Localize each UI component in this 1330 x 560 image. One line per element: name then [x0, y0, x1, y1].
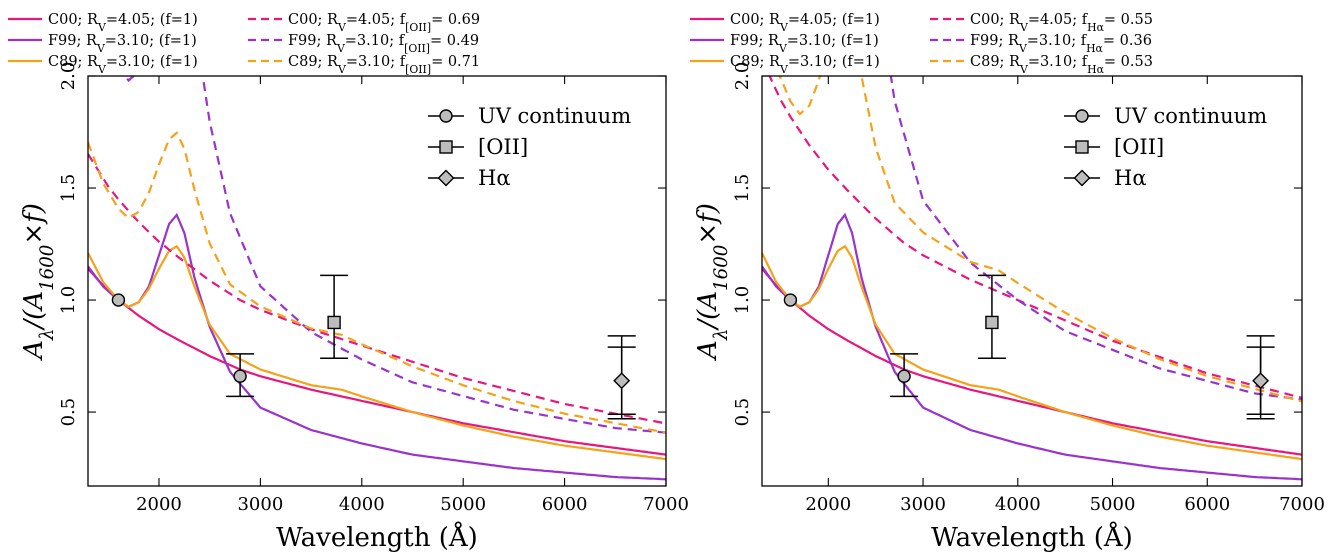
- outer-legend: C00; RV=4.05; (f=1)F99; RV=3.10; (f=1)C8…: [690, 12, 1153, 76]
- x-axis-label: Wavelength (Å): [931, 521, 1133, 553]
- legend-label: [OII]: [1114, 135, 1164, 159]
- marker-circle: [111, 293, 126, 307]
- x-tick-label: 3000: [237, 494, 283, 515]
- plot-frame: [87, 75, 667, 487]
- legend-label: C89; RV=3.10; f[OII]= 0.71: [288, 54, 480, 76]
- x-tick-label: 6000: [542, 494, 588, 515]
- legend-label: [OII]: [478, 135, 528, 159]
- y-axis-label: Aλ/(A1600×f): [693, 203, 732, 361]
- series-line-c00-dashed: [88, 153, 666, 425]
- y-axis-label: Aλ/(A1600×f): [19, 203, 58, 361]
- series-line-f99-dashed: [889, 76, 1302, 401]
- legend-label: C00; RV=4.05; fHα= 0.55: [970, 12, 1153, 34]
- y-tick-label: 1.0: [732, 286, 753, 315]
- data-points: [783, 274, 1275, 420]
- x-tick-label: 6000: [1184, 494, 1230, 515]
- y-tick-label: 2.0: [58, 62, 79, 91]
- marker-circle: [783, 293, 798, 307]
- y-tick-label: 0.5: [732, 398, 753, 427]
- x-tick-label: 2000: [805, 494, 851, 515]
- y-tick-label: 0.5: [58, 398, 79, 427]
- legend-label: C00; RV=4.05; (f=1): [48, 12, 198, 34]
- marker-circle: [439, 109, 453, 123]
- chart-panel-2: 2000 3000 4000 5000 6000 7000 0.5 1.0 1.5 2.0 Wave…: [690, 12, 1325, 553]
- legend-label: UV continuum: [1114, 104, 1267, 128]
- legend-label: Hα: [1114, 166, 1147, 190]
- legend-label: C89; RV=3.10; (f=1): [48, 54, 198, 76]
- y-tick-label: 1.0: [58, 286, 79, 315]
- y-tick-label: 1.5: [58, 174, 79, 203]
- marker-circle: [897, 369, 911, 383]
- series-line-c89-solid: [762, 244, 1302, 461]
- series-line-c00-solid: [88, 267, 666, 456]
- series-group: [762, 76, 1302, 481]
- legend-label: UV continuum: [478, 104, 631, 128]
- legend-label: F99; RV=3.10; (f=1): [730, 33, 879, 55]
- marker-square: [985, 315, 999, 330]
- x-tick-label: 7000: [1279, 494, 1325, 515]
- legend-label: C89; RV=3.10; (f=1): [730, 54, 880, 76]
- inner-legend: UV continuum [OII] Hα: [1064, 104, 1267, 190]
- series-line-c00-solid: [762, 267, 1302, 456]
- marker-circle: [233, 369, 247, 383]
- outer-legend: C00; RV=4.05; (f=1)F99; RV=3.10; (f=1)C8…: [8, 12, 480, 76]
- marker-diamond: [613, 372, 631, 390]
- marker-square: [327, 315, 341, 330]
- inner-legend: UV continuum [OII] Hα: [428, 104, 631, 190]
- x-axis-label: Wavelength (Å): [276, 521, 478, 553]
- x-tick-label: 3000: [900, 494, 946, 515]
- series-group: [88, 76, 666, 481]
- x-tick-label: 2000: [136, 494, 182, 515]
- x-tick-label: 4000: [995, 494, 1041, 515]
- series-line-f99-solid: [762, 212, 1302, 481]
- series-line-c00-dashed: [768, 76, 1302, 399]
- plot-frame: [761, 75, 1303, 487]
- series-line-c89-dashed: [88, 131, 666, 434]
- marker-diamond: [1252, 372, 1270, 390]
- x-tick-label: 4000: [339, 494, 385, 515]
- y-tick-label: 1.5: [732, 174, 753, 203]
- legend-label: C89; RV=3.10; fHα= 0.53: [970, 54, 1153, 76]
- legend-label: F99; RV=3.10; fHα= 0.36: [970, 33, 1152, 55]
- series-line-f99-solid: [88, 212, 666, 481]
- legend-label: C00; RV=4.05; (f=1): [730, 12, 880, 34]
- legend-label: C00; RV=4.05; f[OII]= 0.69: [288, 12, 480, 34]
- chart-panel-1: 2000 3000 4000 5000 6000 7000 0.5 1.0 1.5 2.0 Wave…: [8, 12, 689, 553]
- x-tick-label: 7000: [643, 494, 689, 515]
- series-line-f99-dashed: [123, 76, 666, 434]
- marker-diamond: [1073, 169, 1091, 187]
- y-tick-label: 2.0: [732, 62, 753, 91]
- marker-square: [1075, 140, 1089, 154]
- legend-label: Hα: [478, 166, 511, 190]
- series-line-c89-solid: [88, 244, 666, 461]
- marker-diamond: [437, 169, 455, 187]
- data-points: [111, 274, 636, 420]
- x-tick-label: 5000: [1090, 494, 1136, 515]
- legend-label: F99; RV=3.10; f[OII]= 0.49: [288, 33, 479, 55]
- legend-label: F99; RV=3.10; (f=1): [48, 33, 197, 55]
- x-tick-label: 5000: [440, 494, 486, 515]
- marker-circle: [1075, 109, 1089, 123]
- marker-square: [439, 140, 453, 154]
